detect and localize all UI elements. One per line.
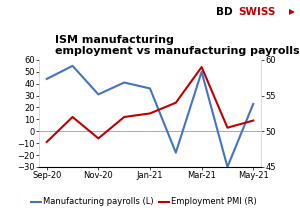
Text: SWISS: SWISS <box>238 7 276 18</box>
Legend: Manufacturing payrolls (L), Employment PMI (R): Manufacturing payrolls (L), Employment P… <box>28 194 260 210</box>
Text: ▶: ▶ <box>289 7 295 16</box>
Text: BD: BD <box>216 7 232 18</box>
Text: ISM manufacturing
employment vs manufacturing payrolls: ISM manufacturing employment vs manufact… <box>55 35 299 56</box>
